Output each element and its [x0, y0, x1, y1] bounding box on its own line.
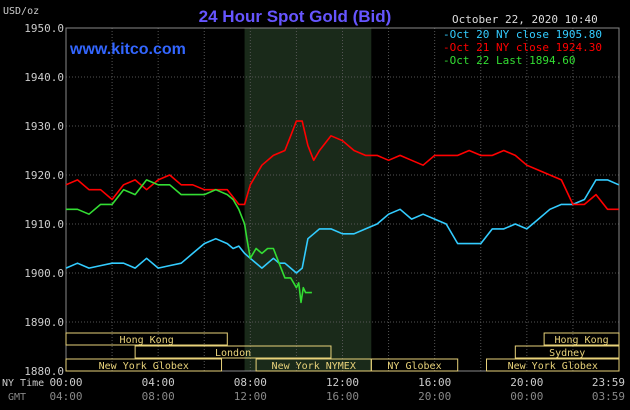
- x-tick-label-ny: 00:00: [49, 376, 82, 389]
- session-label: New York Globex: [508, 361, 598, 372]
- chart-title: 24 Hour Spot Gold (Bid): [199, 7, 392, 26]
- y-tick-label: 1890.0: [24, 316, 64, 329]
- session-box: [370, 358, 459, 372]
- session-label: Hong Kong: [120, 335, 174, 346]
- legend-entry-oct20: -Oct 20 NY close 1905.80: [443, 28, 602, 41]
- y-tick-label: 1940.0: [24, 71, 64, 84]
- session-label: Hong Kong: [554, 335, 608, 346]
- x-axis-label-gmt: GMT: [8, 392, 26, 403]
- y-tick-label: 1900.0: [24, 267, 64, 280]
- session-box: [65, 332, 228, 346]
- x-axis-label-ny: NY Time: [2, 378, 44, 389]
- chart-legend: -Oct 20 NY close 1905.80-Oct 21 NY close…: [443, 28, 602, 67]
- session-box: [514, 345, 620, 359]
- session-label: Sydney: [549, 348, 585, 359]
- y-tick-label: 1910.0: [24, 218, 64, 231]
- x-tick-label-gmt: 20:00: [418, 390, 451, 403]
- series-line-oct22: [66, 179, 312, 304]
- chart-timestamp: October 22, 2020 10:40: [452, 13, 598, 26]
- x-tick-label-gmt: 08:00: [142, 390, 175, 403]
- x-tick-label-gmt: 12:00: [234, 390, 267, 403]
- y-tick-labels: 1950.0 1940.0 1930.0 1920.0 1910.0 1900.0 1890…: [24, 22, 64, 378]
- y-tick-label: 1920.0: [24, 169, 64, 182]
- chart-series-lines: [65, 120, 620, 304]
- x-tick-label-gmt: 16:00: [326, 390, 359, 403]
- trading-shade-region: [244, 28, 372, 371]
- y-tick-label: 1930.0: [24, 120, 64, 133]
- series-line-oct21: [65, 120, 619, 211]
- session-box: [65, 358, 223, 372]
- y-axis-label: USD/oz: [3, 6, 39, 17]
- x-tick-label-ny: 12:00: [326, 376, 359, 389]
- legend-entry-oct22: -Oct 22 Last 1894.60: [443, 54, 575, 67]
- session-label: NY Globex: [387, 361, 441, 372]
- x-tick-label-gmt: 03:59: [592, 390, 625, 403]
- session-label: London: [215, 348, 251, 359]
- y-tick-label: 1880.0: [24, 365, 64, 378]
- session-box: [543, 332, 620, 346]
- x-tick-labels: 00:0004:0004:0008:0008:0012:0012:0016:00…: [49, 376, 625, 403]
- x-tick-label-ny: 23:59: [592, 376, 625, 389]
- legend-entry-oct21: -Oct 21 NY close 1924.30: [443, 41, 602, 54]
- y-tick-label: 1950.0: [24, 22, 64, 35]
- x-tick-label-gmt: 00:00: [510, 390, 543, 403]
- session-box: [134, 345, 332, 359]
- x-tick-label-ny: 16:00: [418, 376, 451, 389]
- x-tick-label-ny: 04:00: [142, 376, 175, 389]
- trading-sessions: Hong Kong Hong Kong London Sydney New York G…: [65, 332, 620, 372]
- session-label: New York Globex: [99, 361, 189, 372]
- x-tick-label-gmt: 04:00: [49, 390, 82, 403]
- x-tick-label-ny: 20:00: [510, 376, 543, 389]
- series-line-oct20: [65, 179, 620, 274]
- source-link[interactable]: www.kitco.com: [69, 41, 186, 58]
- session-label: New York NYMEX: [272, 361, 356, 372]
- x-tick-label-ny: 08:00: [234, 376, 267, 389]
- session-box: [486, 358, 620, 372]
